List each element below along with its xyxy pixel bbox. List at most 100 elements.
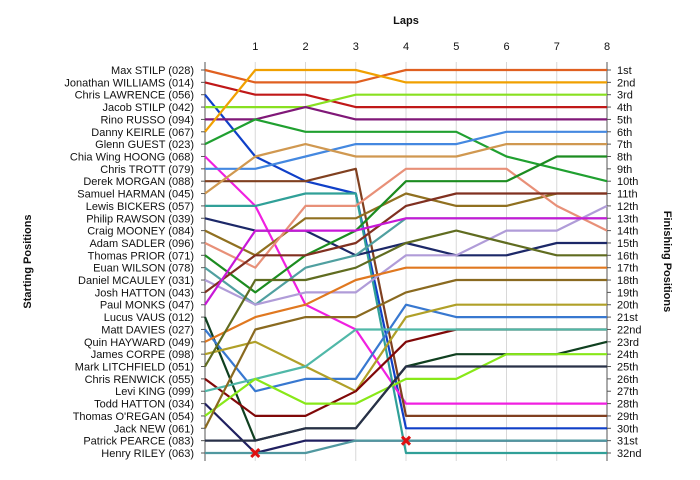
finishing-position-label: 1st [617,65,632,77]
driver-label: Mark LITCHFIELD (051) [75,362,194,374]
finishing-position-label: 31st [617,436,638,448]
finishing-position-label: 27th [617,386,638,398]
label-layer: 1 2 3 4 5 6 7 8 Max STILP (028)Jonathan WILLIAMS… [64,41,641,460]
finishing-position-label: 25th [617,362,638,374]
finishing-position-label: 24th [617,349,638,361]
driver-label: Jack NEW (061) [114,423,194,435]
finishing-position-label: 30th [617,423,638,435]
finishing-position-label: 5th [617,114,632,126]
finishing-position-label: 3rd [617,90,633,102]
series-line [204,217,607,306]
finishing-position-label: 29th [617,411,638,423]
finishing-position-label: 28th [617,399,638,411]
series-line [204,192,607,257]
driver-label: Philip RAWSON (039) [86,213,194,225]
finishing-position-label: 23rd [617,337,639,349]
series-layer [203,68,608,455]
driver-label: Lewis BICKERS (057) [86,201,194,213]
finishing-position-label: 6th [617,127,632,139]
x-tick-label: 5 [453,41,459,53]
finishing-position-label: 17th [617,263,638,275]
series-line [204,68,607,84]
driver-label: Adam SADLER (096) [89,238,194,250]
driver-label: Samuel HARMAN (045) [77,189,194,201]
series-line [205,93,607,109]
x-tick-label: 2 [302,41,308,53]
driver-label: Chia Wing HOONG (068) [70,151,194,163]
driver-label: Rino RUSSO (094) [100,114,194,126]
finishing-position-label: 14th [617,226,638,238]
finishing-position-label: 22nd [617,324,641,336]
driver-label: Derek MORGAN (088) [83,176,194,188]
driver-label: Craig MOONEY (084) [87,226,194,238]
driver-label: Max STILP (028) [111,65,194,77]
driver-label: Chris LAWRENCE (056) [75,90,194,102]
finishing-position-label: 32nd [617,448,641,460]
driver-label: Glenn GUEST (023) [95,139,194,151]
driver-label: Matt DAVIES (027) [101,324,194,336]
finishing-position-label: 2nd [617,77,635,89]
finishing-position-label: 26th [617,374,638,386]
series-line [204,278,607,429]
driver-label: Josh HATTON (043) [95,287,194,299]
finishing-position-label: 16th [617,250,638,262]
driver-label: James CORPE (098) [91,349,194,361]
x-tick-label: 8 [604,41,610,53]
finishing-position-label: 8th [617,151,632,163]
finishing-position-label: 19th [617,287,638,299]
driver-label: Quin HAYWARD (049) [84,337,194,349]
driver-label: Danny KEIRLE (067) [91,127,194,139]
driver-label: Euan WILSON (078) [93,263,194,275]
series-line [205,130,607,170]
series-line [204,328,607,393]
series-line [204,303,607,393]
series-line [205,105,607,121]
retirement-marker [250,447,261,459]
x-tick-label: 7 [554,41,560,53]
series-line [204,81,607,109]
finishing-position-label: 21st [617,312,638,324]
finishing-position-label: 4th [617,102,632,114]
driver-label: Jonathan WILLIAMS (014) [64,77,194,89]
chart-title: Laps [393,15,419,27]
finishing-position-label: 10th [617,176,638,188]
finishing-position-label: 18th [617,275,638,287]
series-line [204,229,607,368]
series-line [204,143,607,195]
driver-label: Thomas PRIOR (071) [88,250,194,262]
series-line [204,192,607,294]
driver-label: Chris TROTT (079) [100,164,194,176]
retirement-marker [400,435,412,446]
series-line [204,204,608,306]
driver-label: Chris RENWICK (055) [85,374,194,386]
grid-layer [201,62,611,461]
finishing-position-label: 20th [617,300,638,312]
series-line [205,365,607,442]
series-line [204,68,607,133]
x-tick-label: 4 [403,41,409,53]
driver-label: Henry RILEY (063) [101,448,194,460]
y-axis-label-left: Starting Positions [22,214,34,308]
x-tick-label: 1 [252,41,258,53]
driver-label: Patrick PEARCE (083) [83,436,194,448]
series-line [205,192,607,455]
x-tick-label: 6 [503,41,509,53]
driver-label: Levi KING (099) [115,386,194,398]
finishing-position-label: 13th [617,213,638,225]
driver-label: Todd HATTON (034) [94,399,194,411]
finishing-position-label: 9th [617,164,632,176]
driver-label: Thomas O'REGAN (054) [73,411,194,423]
finishing-position-label: 12th [617,201,638,213]
series-line [204,353,607,417]
marker-layer [250,435,412,459]
series-line [204,155,607,405]
series-line [204,266,607,343]
series-line [205,167,607,417]
driver-label: Jacob STILP (042) [102,102,194,114]
driver-label: Daniel MCAULEY (031) [78,275,194,287]
x-tick-label: 3 [353,41,359,53]
driver-label: Lucus VAUS (012) [104,312,194,324]
y-axis-label-right: Finishing Positions [661,211,673,312]
finishing-position-label: 15th [617,238,638,250]
